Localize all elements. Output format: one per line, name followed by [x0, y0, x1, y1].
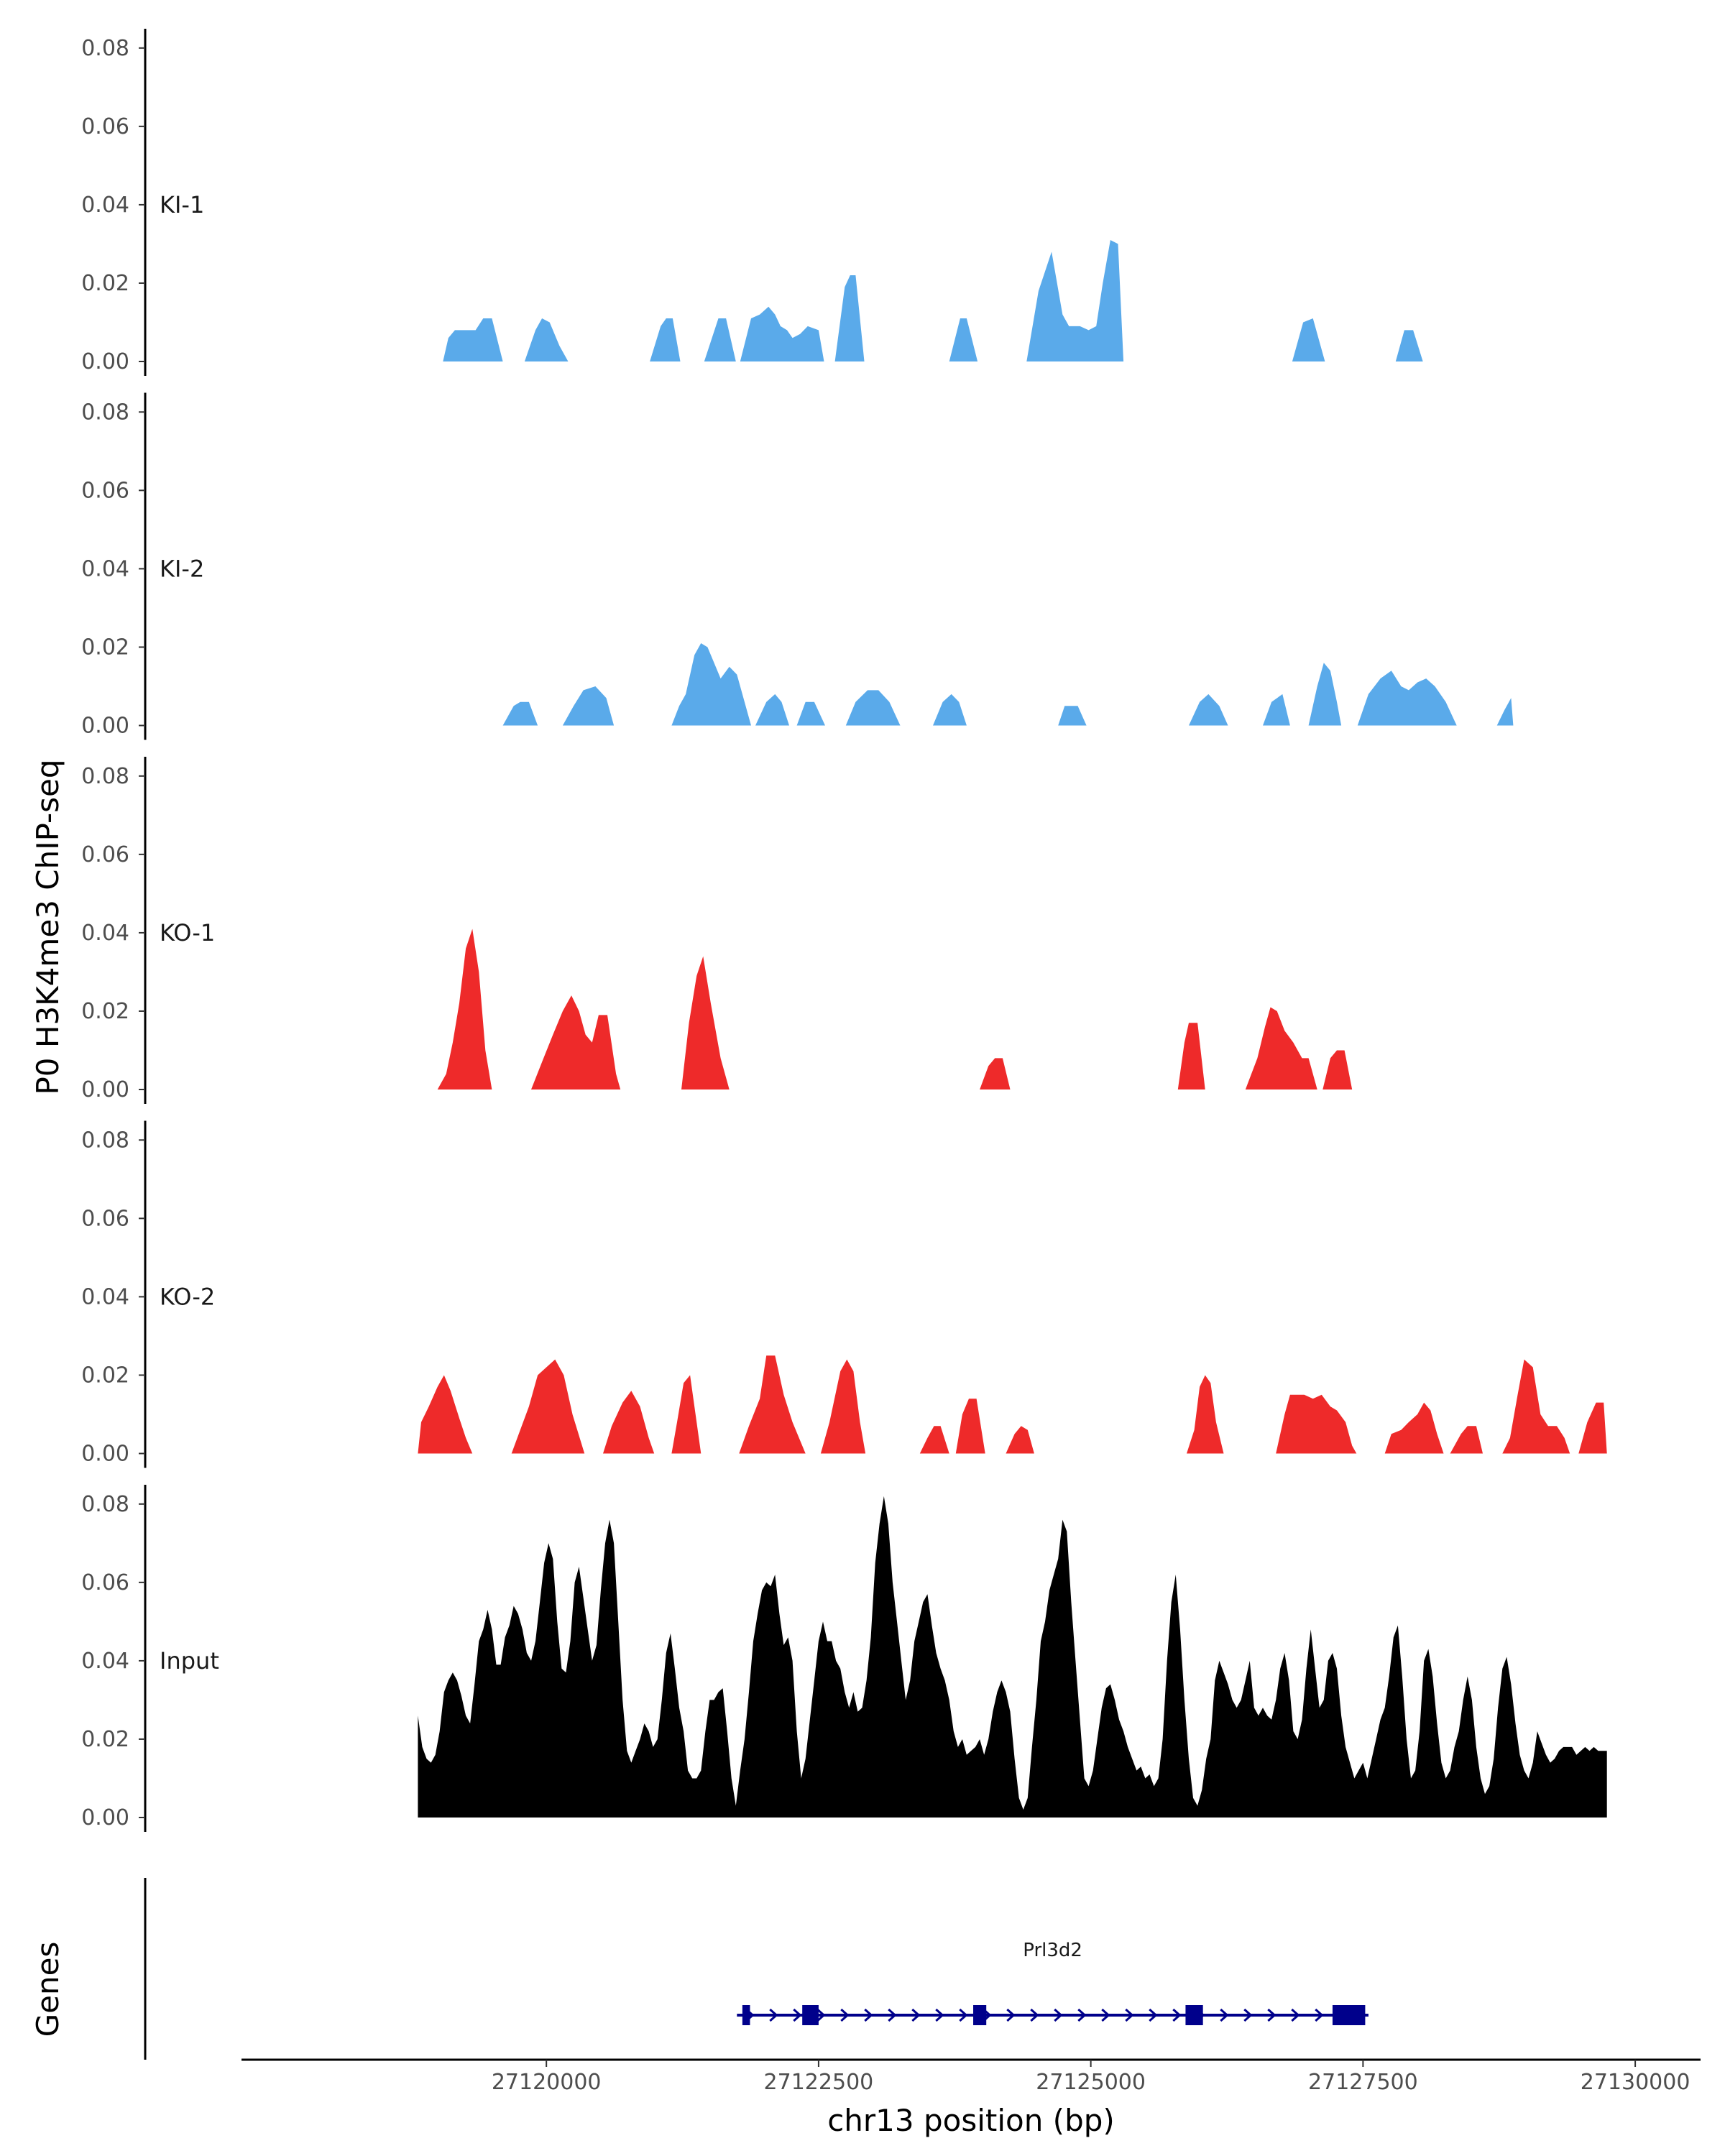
x-tick-label: 27120000: [492, 2070, 602, 2095]
y-tick-label: 0.08: [81, 1128, 129, 1153]
strand-arrow: [1172, 2008, 1182, 2022]
gene-prl3d2: Prl3d2: [737, 1940, 1368, 2025]
exon: [742, 2005, 750, 2025]
y-tick-label: 0.04: [81, 1649, 129, 1674]
strand-arrow: [793, 2008, 802, 2022]
y-tick-label: 0.06: [81, 1206, 129, 1231]
track-ki-2: 0.00 0.02 0.04 0.06 0.08 KI-2: [81, 392, 1514, 740]
signal-area-ko-1: [437, 929, 1353, 1089]
strand-arrow: [1006, 2008, 1016, 2022]
y-tick-label: 0.06: [81, 114, 129, 139]
y-tick-label: 0.00: [81, 349, 129, 374]
track-input: 0.00 0.02 0.04 0.06 0.08 Input: [81, 1485, 1607, 1832]
y-tick-label: 0.06: [81, 478, 129, 503]
strand-arrow: [1077, 2008, 1087, 2022]
strand-arrow: [1125, 2008, 1134, 2022]
y-tick-label: 0.04: [81, 193, 129, 218]
x-axis: chr13 position (bp) 27120000 27122500 2712…: [242, 2058, 1701, 2138]
exon: [802, 2005, 819, 2025]
y-tick-label: 0.08: [81, 36, 129, 61]
y-tick-label: 0.02: [81, 999, 129, 1024]
y-tick-label: 0.02: [81, 1727, 129, 1752]
track-label: KI-1: [160, 191, 204, 218]
y-tick-label: 0.08: [81, 1492, 129, 1517]
y-tick-label: 0.02: [81, 1363, 129, 1388]
track-label: KI-2: [160, 555, 204, 582]
signal-area-ko-2: [418, 1355, 1607, 1454]
x-axis-title: chr13 position (bp): [827, 2103, 1115, 2138]
strand-arrow: [840, 2008, 850, 2022]
y-tick-label: 0.04: [81, 556, 129, 581]
y-tick-label: 0.08: [81, 764, 129, 789]
signal-area-ki-1: [443, 240, 1423, 361]
signal-tracks: 0.00 0.02 0.04 0.06 0.08 KI-1 0.00 0.02 0.04 0.06…: [81, 29, 1607, 1832]
x-tick-label: 27125000: [1036, 2070, 1146, 2095]
y-tick-label: 0.00: [81, 714, 129, 739]
strand-arrow: [935, 2008, 944, 2022]
strand-arrow: [1149, 2008, 1158, 2022]
exon: [1185, 2005, 1203, 2025]
strand-arrow: [959, 2008, 968, 2022]
y-tick-label: 0.06: [81, 1570, 129, 1595]
y-tick-label: 0.04: [81, 921, 129, 946]
strand-arrow: [1291, 2008, 1300, 2022]
y-tick-label: 0.04: [81, 1284, 129, 1309]
track-ko-2: 0.00 0.02 0.04 0.06 0.08 KO-2: [81, 1120, 1607, 1468]
exon: [1332, 2005, 1366, 2025]
y-tick-label: 0.02: [81, 271, 129, 296]
track-label: Input: [160, 1647, 219, 1674]
x-tick-label: 27127500: [1308, 2070, 1418, 2095]
y-tick-label: 0.00: [81, 1077, 129, 1102]
strand-arrow: [911, 2008, 921, 2022]
exon: [973, 2005, 987, 2025]
strand-arrow: [769, 2008, 778, 2022]
track-ki-1: 0.00 0.02 0.04 0.06 0.08 KI-1: [81, 29, 1423, 376]
gene-track: Genes Prl3d2: [30, 1878, 1368, 2060]
x-tick-label: 27122500: [764, 2070, 874, 2095]
strand-arrow: [1267, 2008, 1276, 2022]
strand-arrow: [1220, 2008, 1229, 2022]
strand-arrow: [816, 2008, 826, 2022]
strand-arrow: [1315, 2008, 1324, 2022]
y-tick-label: 0.00: [81, 1442, 129, 1467]
track-label: KO-2: [160, 1283, 215, 1310]
signal-area-ki-2: [502, 643, 1514, 726]
strand-arrow: [888, 2008, 897, 2022]
strand-arrow: [1243, 2008, 1253, 2022]
gene-track-title: Genes: [30, 1942, 65, 2037]
y-tick-label: 0.02: [81, 635, 129, 660]
y-tick-label: 0.00: [81, 1805, 129, 1830]
gene-name-label: Prl3d2: [1023, 1940, 1082, 1961]
x-tick-label: 27130000: [1581, 2070, 1690, 2095]
signal-area-input: [418, 1496, 1607, 1818]
y-tick-label: 0.06: [81, 842, 129, 867]
strand-arrow: [1054, 2008, 1063, 2022]
y-axis-title: P0 H3K4me3 ChIP-seq: [30, 759, 65, 1095]
track-ko-1: 0.00 0.02 0.04 0.06 0.08 KO-1: [81, 757, 1353, 1104]
strand-arrow: [864, 2008, 873, 2022]
strand-arrow: [1030, 2008, 1039, 2022]
track-label: KO-1: [160, 919, 215, 946]
y-tick-label: 0.08: [81, 400, 129, 425]
strand-arrow: [1101, 2008, 1110, 2022]
